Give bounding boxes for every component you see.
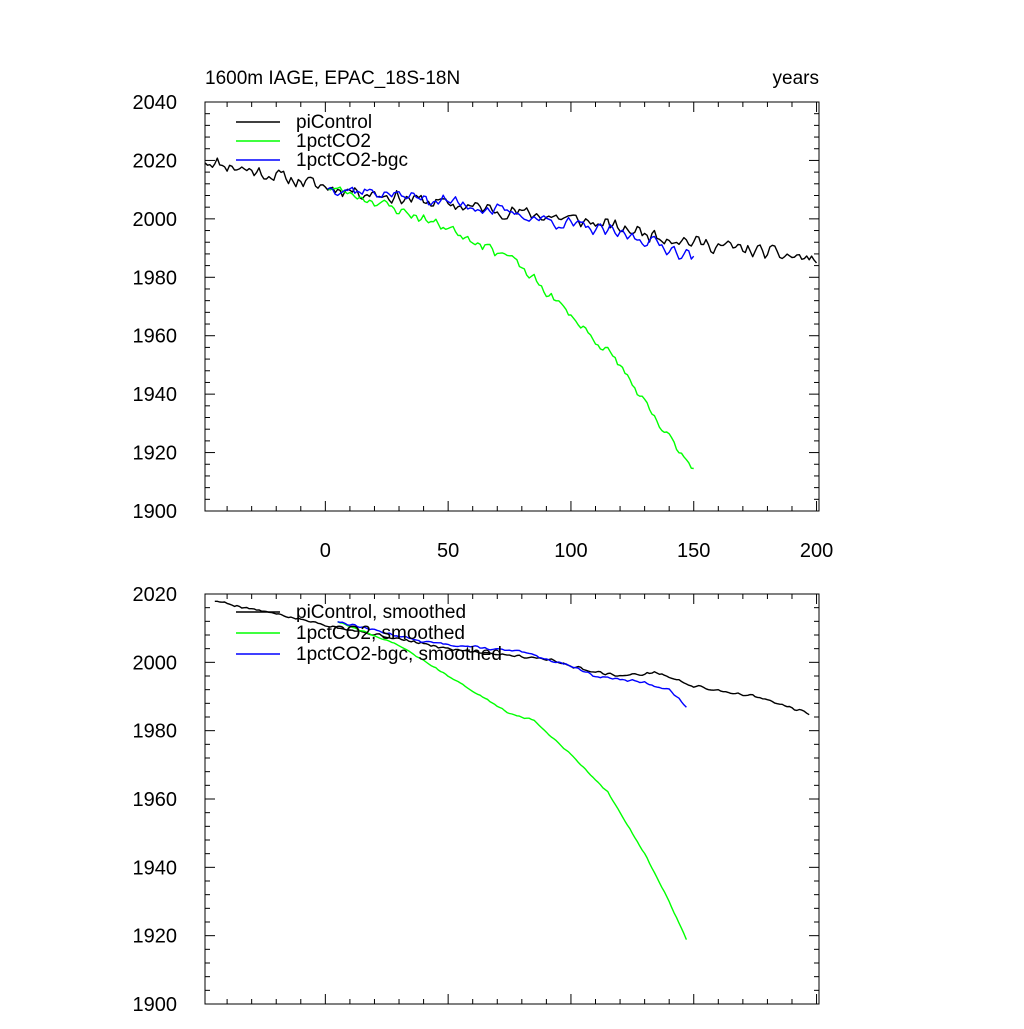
y-tick-label: 1900: [133, 994, 178, 1016]
y-tick-label: 1940: [133, 384, 178, 406]
legend-label: 1pctCO2: [296, 131, 371, 152]
series-line-0-2: [327, 186, 695, 260]
plot-frame: [204, 101, 820, 512]
y-tick-label: 1920: [133, 443, 178, 465]
series-line-1-1: [337, 620, 688, 940]
legend-label: piControl: [296, 112, 372, 133]
y-tick-label: 1980: [133, 721, 178, 743]
y-tick-label: 1940: [133, 857, 178, 879]
y-tick-label: 1960: [133, 789, 178, 811]
legend-label: 1pctCO2-bgc: [296, 150, 408, 171]
y-tick-label: 1980: [133, 267, 178, 289]
x-tick-label: 150: [677, 540, 710, 562]
panel-top: 1900 1920 1940 1960 1980 2000 2020 2040 0 50 100 15…: [133, 68, 834, 562]
legend-label: piControl, smoothed: [296, 602, 466, 623]
chart-title: 1600m IAGE, EPAC_18S-18N: [205, 68, 460, 89]
series-line-1-0: [214, 600, 810, 716]
x-tick-label: 0: [320, 540, 331, 562]
series-line-0-0: [204, 157, 818, 264]
y-tick-label: 1900: [133, 501, 178, 523]
chart-title-right: years: [773, 68, 819, 89]
y-tick-label: 2020: [133, 150, 178, 172]
y-tick-label: 1960: [133, 326, 178, 348]
panel-bottom: 1900 1920 1940 1960 1980 2000 2020 piControl, s…: [133, 584, 820, 1016]
y-tick-label: 2000: [133, 652, 178, 674]
legend-label: 1pctCO2, smoothed: [296, 623, 465, 644]
x-tick-label: 200: [800, 540, 833, 562]
y-tick-label: 2000: [133, 209, 178, 231]
y-tick-label: 2020: [133, 584, 178, 606]
series-line-1-2: [337, 621, 687, 708]
x-tick-label: 100: [554, 540, 587, 562]
x-tick-label: 50: [437, 540, 459, 562]
series-line-0-1: [327, 186, 694, 470]
y-tick-label: 2040: [133, 92, 178, 114]
y-tick-label: 1920: [133, 926, 178, 948]
legend-label: 1pctCO2-bgc, smoothed: [296, 644, 502, 665]
